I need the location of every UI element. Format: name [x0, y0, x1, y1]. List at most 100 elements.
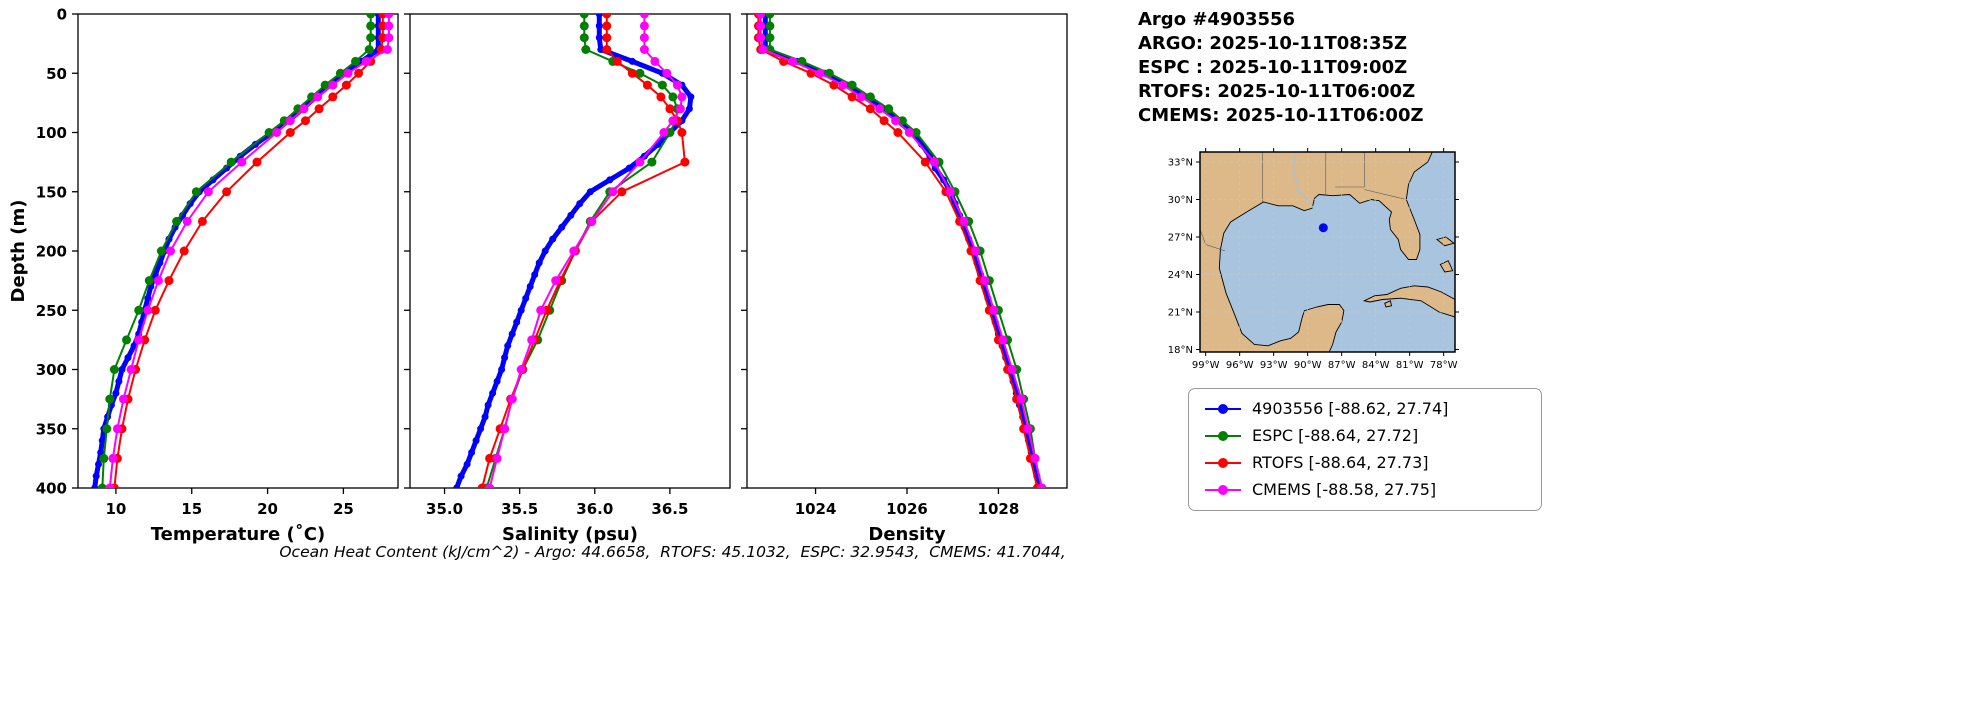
salinity-marker-cmems [659, 128, 669, 137]
temperature-marker-espc [320, 80, 330, 90]
salinity-marker-cmems [527, 335, 537, 345]
map-lat-tick: 21°N [1168, 308, 1193, 319]
map-lat-tick: 30°N [1168, 195, 1193, 206]
salinity-marker-argo [498, 366, 506, 373]
salinity-marker-argo [567, 211, 575, 219]
density-marker-cmems [758, 45, 768, 54]
salinity-marker-cmems [639, 14, 649, 19]
temperature-marker-espc [366, 21, 376, 31]
salinity-xtick: 36.0 [576, 500, 613, 518]
map-land [1439, 260, 1454, 273]
salinity-xtick: 36.5 [651, 500, 688, 518]
map-lon-tick: 78°W [1430, 360, 1458, 371]
salinity-marker-rtofs [617, 187, 627, 197]
map-land [1200, 152, 1433, 352]
legend-label-cmems: CMEMS [-88.58, 27.75] [1252, 480, 1437, 499]
salinity-marker-argo [597, 46, 605, 53]
header: Argo #4903556 ARGO: 2025-10-11T08:35Z ES… [1138, 8, 1424, 128]
density-marker-cmems [756, 14, 766, 19]
salinity-marker-argo [595, 34, 603, 42]
temperature-marker-cmems [182, 216, 192, 226]
salinity-marker-cmems [675, 104, 685, 114]
density-marker-espc [847, 80, 857, 90]
temperature-marker-rtofs [328, 92, 338, 102]
salinity-marker-cmems [662, 68, 672, 78]
density-plot: 1024 1026 1028 [741, 13, 1068, 518]
salinity-marker-argo [541, 247, 549, 255]
salinity-marker-rtofs [677, 128, 687, 137]
temperature-marker-argo [91, 484, 99, 488]
depth-axis-label: Depth (m) [8, 200, 29, 303]
salinity-marker-argo [457, 472, 465, 480]
density-axis-label: Density [868, 524, 945, 545]
salinity-marker-argo [481, 413, 489, 421]
temperature-marker-espc [97, 483, 107, 488]
float-position-dot [1318, 223, 1328, 233]
temperature-marker-cmems [313, 92, 323, 102]
density-marker-espc [911, 128, 921, 137]
salinity-marker-argo [526, 283, 534, 290]
legend-marker-cmems [1205, 485, 1241, 495]
map-land [1362, 285, 1455, 318]
density-marker-rtofs [865, 104, 875, 114]
salinity-marker-cmems [650, 56, 660, 66]
temperature-marker-espc [122, 335, 131, 345]
temperature-marker-espc [144, 276, 154, 286]
depth-ytick: 250 [36, 302, 67, 320]
salinity-marker-cmems [677, 92, 687, 102]
density-marker-espc [824, 68, 834, 78]
temperature-marker-cmems [384, 14, 394, 19]
salinity-marker-rtofs [602, 21, 612, 31]
salinity-marker-rtofs [612, 56, 622, 66]
salinity-xtick: 35.0 [426, 500, 463, 518]
temperature-xtick: 20 [257, 500, 278, 518]
temperature-marker-cmems [126, 365, 136, 374]
map-lon-tick: 96°W [1226, 360, 1254, 371]
legend-label-rtofs: RTOFS [-88.64, 27.73] [1252, 453, 1429, 472]
temperature-marker-espc [191, 187, 201, 197]
depth-ytick: 400 [36, 480, 67, 498]
density-marker-cmems [856, 92, 866, 102]
salinity-marker-espc [647, 157, 657, 167]
map-lon-tick: 90°W [1294, 360, 1322, 371]
temperature-marker-argo [95, 460, 102, 468]
salinity-marker-cmems [492, 453, 502, 463]
salinity-marker-rtofs [642, 80, 652, 90]
salinity-marker-argo [472, 437, 480, 445]
legend-label-argo: 4903556 [-88.62, 27.74] [1252, 399, 1449, 418]
density-marker-cmems [980, 276, 990, 286]
legend-item-rtofs: RTOFS [-88.64, 27.73] [1203, 453, 1527, 473]
legend: 4903556 [-88.62, 27.74] ESPC [-88.64, 27.… [1188, 388, 1542, 511]
temperature-marker-espc [366, 33, 376, 43]
salinity-marker-argo [586, 188, 594, 196]
temperature-marker-espc [351, 56, 360, 66]
density-marker-cmems [945, 187, 955, 197]
density-xtick: 1028 [978, 500, 1020, 518]
map-lat-tick: 18°N [1168, 345, 1193, 356]
temperature-marker-espc [226, 157, 236, 167]
temperature-marker-cmems [119, 394, 128, 404]
salinity-marker-rtofs [602, 14, 612, 19]
salinity-marker-argo [625, 164, 633, 172]
salinity-marker-cmems [536, 305, 546, 315]
temperature-marker-cmems [285, 116, 295, 126]
map-lon-tick: 99°W [1192, 360, 1220, 371]
salinity-marker-argo [463, 460, 471, 468]
map-lat-tick: 27°N [1168, 233, 1193, 244]
density-marker-cmems [1037, 483, 1047, 488]
salinity-marker-argo [685, 105, 693, 113]
rtofs-timestamp: RTOFS: 2025-10-11T06:00Z [1138, 81, 1416, 102]
density-marker-espc [884, 104, 894, 114]
temperature-xtick: 15 [181, 500, 202, 518]
espc-timestamp: ESPC : 2025-10-11T09:00Z [1138, 57, 1408, 78]
density-marker-cmems [1023, 424, 1033, 434]
salinity-marker-espc [579, 21, 589, 31]
salinity-marker-argo [535, 259, 543, 267]
density-marker-cmems [1016, 394, 1026, 404]
temperature-marker-argo [124, 354, 132, 362]
temperature-marker-cmems [272, 128, 282, 137]
salinity-marker-espc [579, 33, 589, 43]
density-marker-cmems [875, 104, 885, 114]
salinity-marker-argo [484, 401, 492, 409]
temperature-marker-espc [134, 305, 144, 315]
